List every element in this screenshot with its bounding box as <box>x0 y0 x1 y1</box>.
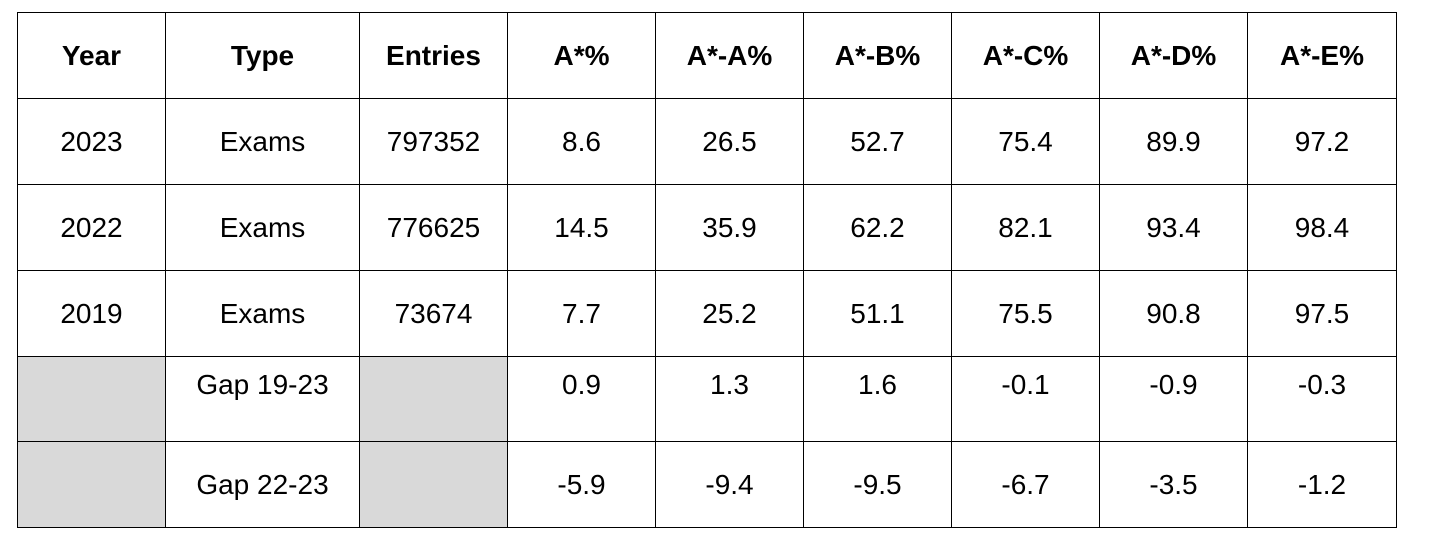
cell-type: Gap 22-23 <box>165 441 360 528</box>
table-row: 2022 Exams 776625 14.5 35.9 62.2 82.1 93… <box>17 184 1397 271</box>
cell-a-star-to-a: 35.9 <box>655 184 804 271</box>
cell-a-star-to-d: 90.8 <box>1099 270 1248 357</box>
header-a-star-to-b: A*-B% <box>803 12 952 99</box>
cell-a-star-to-a: 25.2 <box>655 270 804 357</box>
header-year: Year <box>17 12 166 99</box>
cell-a-star-to-b: 62.2 <box>803 184 952 271</box>
cell-a-star-to-c: 82.1 <box>951 184 1100 271</box>
cell-a-star-to-a: 1.3 <box>655 356 804 442</box>
cell-type: Gap 19-23 <box>165 356 360 442</box>
cell-a-star-to-c: -6.7 <box>951 441 1100 528</box>
cell-a-star-to-e: -0.3 <box>1247 356 1397 442</box>
header-a-star-to-a: A*-A% <box>655 12 804 99</box>
cell-entries: 73674 <box>359 270 508 357</box>
cell-a-star-to-c: 75.4 <box>951 98 1100 185</box>
cell-a-star-to-c: -0.1 <box>951 356 1100 442</box>
cell-a-star-to-e: 98.4 <box>1247 184 1397 271</box>
cell-a-star-to-e: 97.5 <box>1247 270 1397 357</box>
header-a-star-to-c: A*-C% <box>951 12 1100 99</box>
cell-a-star-to-e: 97.2 <box>1247 98 1397 185</box>
cell-a-star: 14.5 <box>507 184 656 271</box>
header-entries: Entries <box>359 12 508 99</box>
shaded-empty-cell <box>17 356 166 442</box>
cell-entries: 797352 <box>359 98 508 185</box>
header-a-star-to-e: A*-E% <box>1247 12 1397 99</box>
cell-a-star-to-b: -9.5 <box>803 441 952 528</box>
cell-a-star: 0.9 <box>507 356 656 442</box>
header-type: Type <box>165 12 360 99</box>
cell-a-star-to-d: 89.9 <box>1099 98 1248 185</box>
gap-row: Gap 19-23 0.9 1.3 1.6 -0.1 -0.9 -0.3 <box>17 356 1397 442</box>
cell-a-star-to-d: 93.4 <box>1099 184 1248 271</box>
shaded-empty-cell <box>359 356 508 442</box>
cell-a-star: -5.9 <box>507 441 656 528</box>
cell-year: 2019 <box>17 270 166 357</box>
cell-type: Exams <box>165 184 360 271</box>
table-row: 2019 Exams 73674 7.7 25.2 51.1 75.5 90.8… <box>17 270 1397 357</box>
cell-a-star-to-b: 52.7 <box>803 98 952 185</box>
cell-a-star-to-b: 1.6 <box>803 356 952 442</box>
cell-a-star-to-a: 26.5 <box>655 98 804 185</box>
cell-type: Exams <box>165 270 360 357</box>
table-row: 2023 Exams 797352 8.6 26.5 52.7 75.4 89.… <box>17 98 1397 185</box>
header-row: Year Type Entries A*% A*-A% A*-B% A*-C% … <box>17 12 1397 99</box>
shaded-empty-cell <box>359 441 508 528</box>
cell-year: 2022 <box>17 184 166 271</box>
cell-type: Exams <box>165 98 360 185</box>
shaded-empty-cell <box>17 441 166 528</box>
cell-a-star-to-d: -0.9 <box>1099 356 1248 442</box>
cell-a-star-to-c: 75.5 <box>951 270 1100 357</box>
header-a-star: A*% <box>507 12 656 99</box>
cell-a-star: 8.6 <box>507 98 656 185</box>
grade-distribution-table: Year Type Entries A*% A*-A% A*-B% A*-C% … <box>17 12 1397 528</box>
table-body: 2023 Exams 797352 8.6 26.5 52.7 75.4 89.… <box>17 98 1397 528</box>
gap-row: Gap 22-23 -5.9 -9.4 -9.5 -6.7 -3.5 -1.2 <box>17 441 1397 528</box>
cell-year: 2023 <box>17 98 166 185</box>
cell-a-star: 7.7 <box>507 270 656 357</box>
table-header: Year Type Entries A*% A*-A% A*-B% A*-C% … <box>17 12 1397 99</box>
header-a-star-to-d: A*-D% <box>1099 12 1248 99</box>
cell-a-star-to-d: -3.5 <box>1099 441 1248 528</box>
cell-entries: 776625 <box>359 184 508 271</box>
cell-a-star-to-a: -9.4 <box>655 441 804 528</box>
cell-a-star-to-e: -1.2 <box>1247 441 1397 528</box>
cell-a-star-to-b: 51.1 <box>803 270 952 357</box>
